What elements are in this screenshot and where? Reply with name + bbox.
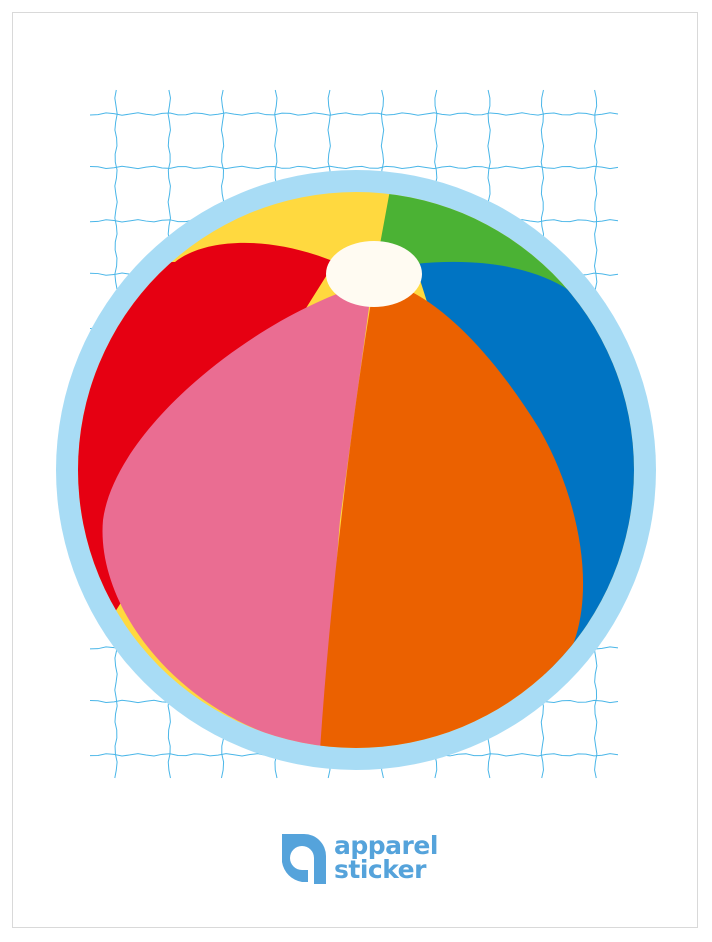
sticker-frame — [12, 12, 698, 928]
grid-line-horizontal — [89, 165, 619, 170]
grid-line-horizontal — [89, 112, 619, 116]
ball-cap — [326, 241, 422, 307]
brand-logo: apparel sticker — [278, 832, 438, 884]
ball-segment-pink — [102, 285, 370, 748]
logo-text-line2: sticker — [334, 855, 426, 884]
logo-text-line1: apparel — [334, 831, 438, 860]
logo-mark-icon — [282, 834, 326, 884]
ball-segment-orange — [320, 292, 584, 748]
